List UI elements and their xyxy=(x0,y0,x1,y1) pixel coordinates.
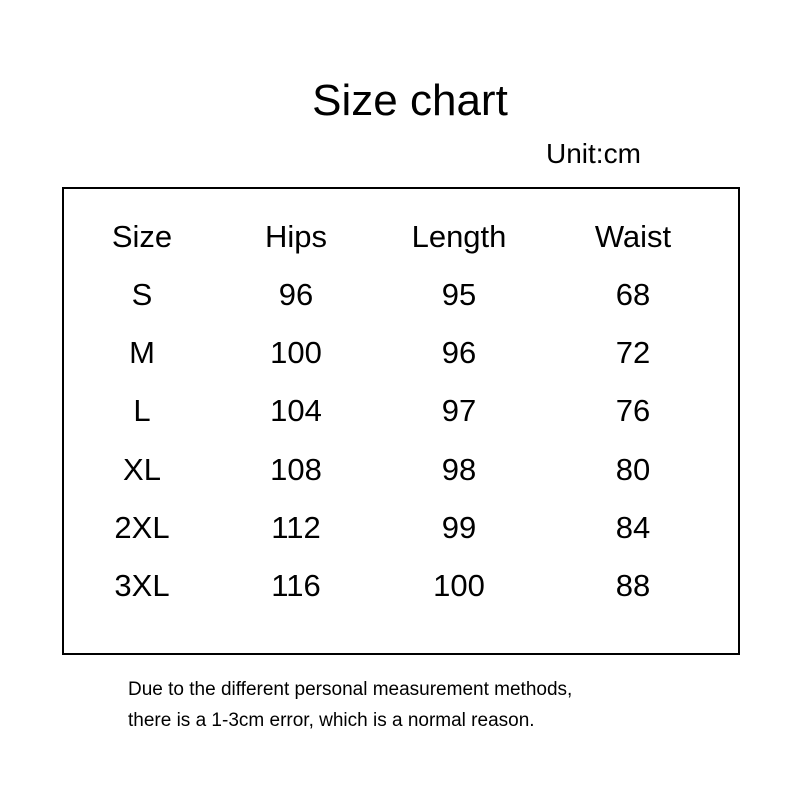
table-cell: 108 xyxy=(270,451,322,487)
table-cell: 3XL xyxy=(114,568,170,603)
unit-label: Unit:cm xyxy=(546,138,641,169)
size-table: Size Hips Length Waist S 96 95 68 M 100 96 72 L 1… xyxy=(62,187,740,655)
table-cell: 68 xyxy=(615,277,651,312)
table-row: L 104 97 76 xyxy=(64,393,738,451)
table-cell: 100 xyxy=(433,568,485,603)
table-cell: 112 xyxy=(271,509,321,545)
header-waist: Waist xyxy=(594,219,672,254)
table-cell: 2XL xyxy=(114,509,170,545)
table-cell: 88 xyxy=(615,568,651,603)
table-cell: 100 xyxy=(270,335,322,371)
table-cell: XL xyxy=(123,451,161,487)
table-cell: M xyxy=(129,335,155,371)
table-header: Size Hips Length Waist xyxy=(64,219,738,277)
table-cell: 104 xyxy=(270,393,322,429)
table-cell: 98 xyxy=(441,451,477,487)
page-title: Size chart xyxy=(312,76,508,125)
table-cell: 84 xyxy=(615,509,651,545)
table-row: XL 108 98 80 xyxy=(64,452,738,510)
header-hips: Hips xyxy=(264,219,328,254)
table-row: M 100 96 72 xyxy=(64,335,738,393)
table-cell: 76 xyxy=(615,393,651,429)
table-cell: 80 xyxy=(615,451,651,487)
table-cell: 72 xyxy=(615,335,651,371)
table-cell: S xyxy=(131,277,153,312)
header-size: Size xyxy=(111,219,173,254)
table-cell: 95 xyxy=(441,277,477,312)
table-cell: 116 xyxy=(271,568,321,603)
table-cell: 96 xyxy=(278,277,314,312)
table-row: 2XL 112 99 84 xyxy=(64,510,738,568)
table-row: S 96 95 68 xyxy=(64,277,738,335)
header-length: Length xyxy=(411,219,507,254)
table-cell: 99 xyxy=(441,509,477,545)
table-cell: 97 xyxy=(441,393,477,429)
disclaimer-line: there is a 1-3cm error, which is a norma… xyxy=(128,710,535,731)
table-cell: L xyxy=(133,393,151,429)
table-row: 3XL 116 100 88 xyxy=(64,568,738,626)
table-cell: 96 xyxy=(441,335,477,371)
disclaimer: Due to the different personal measuremen… xyxy=(128,674,572,736)
disclaimer-line: Due to the different personal measuremen… xyxy=(128,679,573,700)
